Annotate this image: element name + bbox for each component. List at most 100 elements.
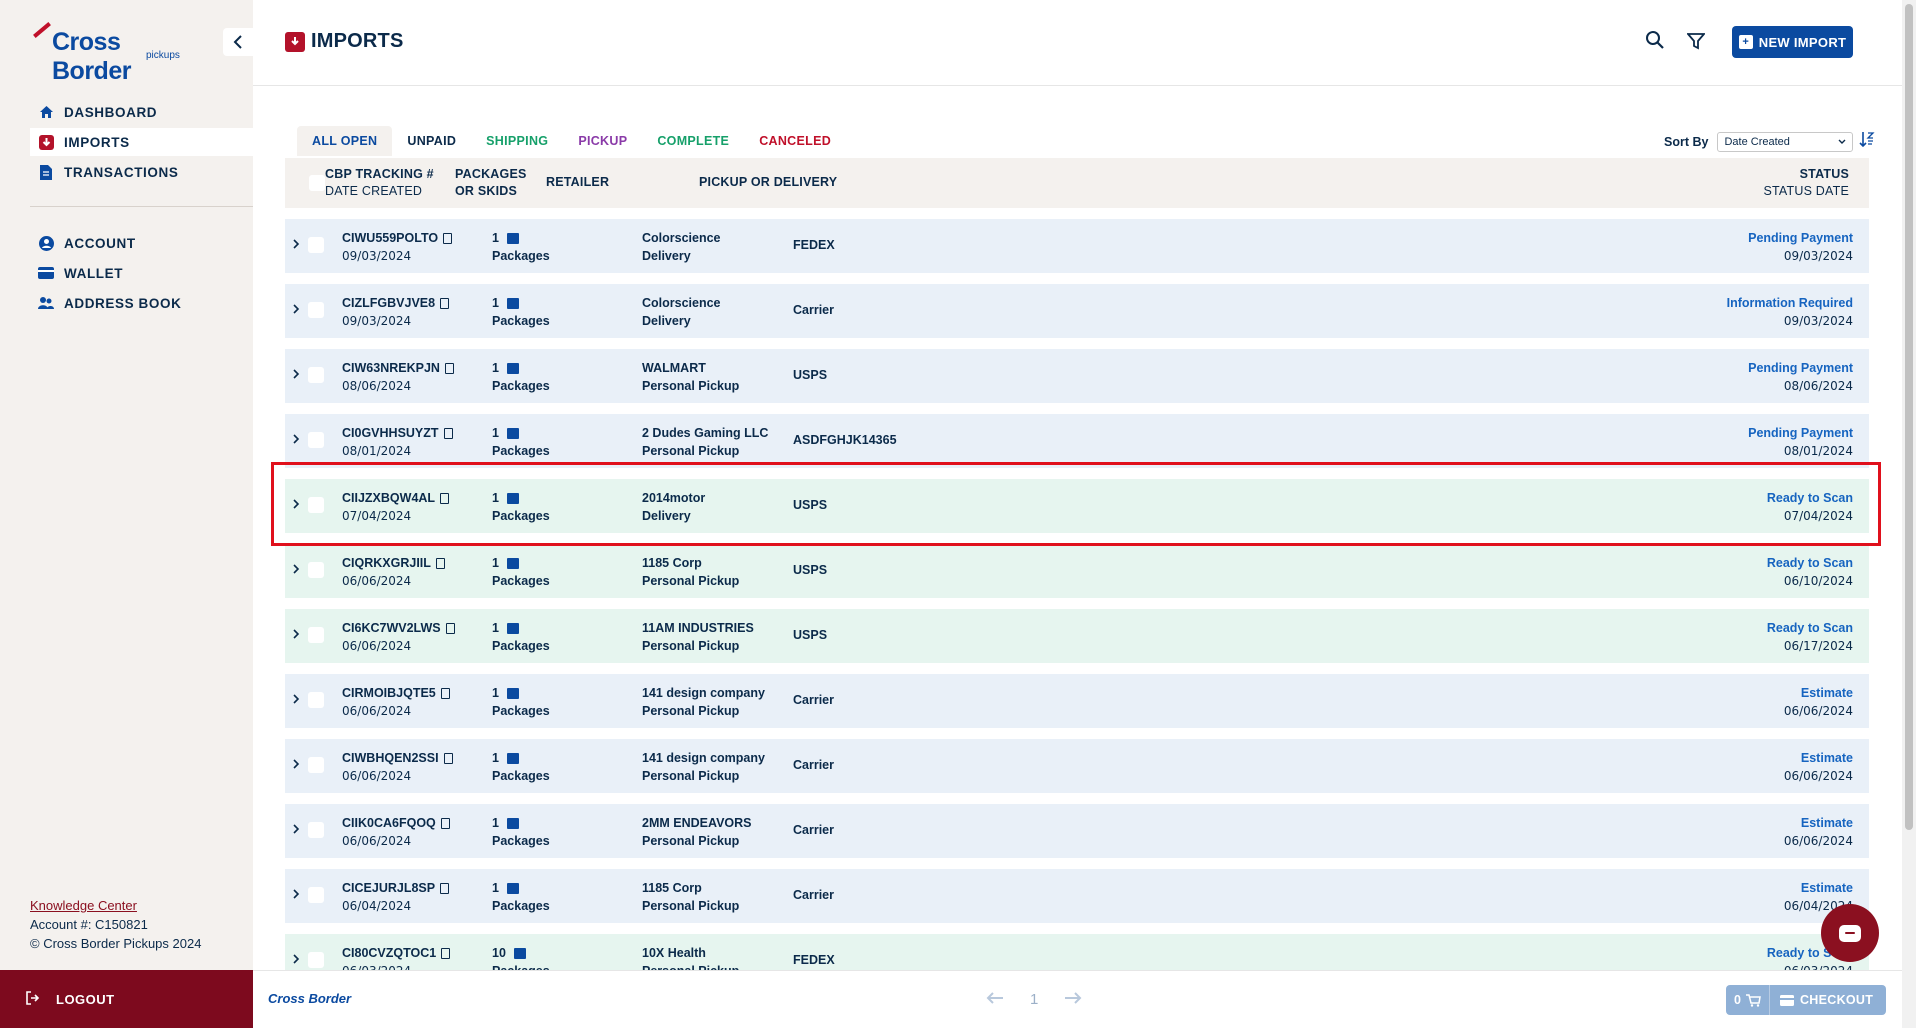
copy-icon[interactable] bbox=[444, 362, 454, 374]
table-row[interactable]: CIIK0CA6FQOQ 06/06/2024 1 Packages 2MM E… bbox=[285, 804, 1869, 858]
tab-unpaid[interactable]: UNPAID bbox=[392, 126, 471, 156]
sidebar-item-account[interactable]: ACCOUNT bbox=[30, 229, 253, 257]
logout-button[interactable]: LOGOUT bbox=[0, 970, 253, 1028]
column-retailer[interactable]: RETAILER bbox=[546, 174, 609, 191]
next-page-button[interactable] bbox=[1064, 989, 1082, 1010]
tracking-number[interactable]: CIWU559POLTO bbox=[342, 231, 439, 245]
tab-canceled[interactable]: CANCELED bbox=[744, 126, 846, 156]
sidebar-item-imports[interactable]: IMPORTS bbox=[30, 128, 253, 156]
expand-chevron-icon[interactable] bbox=[293, 497, 300, 512]
copy-icon[interactable] bbox=[443, 232, 453, 244]
tab-pickup[interactable]: PICKUP bbox=[563, 126, 642, 156]
tracking-number[interactable]: CIZLFGBVJVE8 bbox=[342, 296, 436, 310]
tracking-number[interactable]: CICEJURJL8SP bbox=[342, 881, 436, 895]
chat-button[interactable] bbox=[1821, 904, 1879, 962]
table-row[interactable]: CIW63NREKPJN 08/06/2024 1 Packages WALMA… bbox=[285, 349, 1869, 403]
sort-direction-icon[interactable] bbox=[1859, 131, 1876, 152]
copy-icon[interactable] bbox=[440, 687, 450, 699]
tracking-number[interactable]: CIRMOIBJQTE5 bbox=[342, 686, 436, 700]
copy-icon[interactable] bbox=[440, 817, 450, 829]
table-row[interactable]: CIWBHQEN2SSI 06/06/2024 1 Packages 141 d… bbox=[285, 739, 1869, 793]
row-checkbox[interactable] bbox=[308, 822, 324, 838]
pickup-or-delivery: Carrier bbox=[793, 693, 834, 707]
scrollbar-thumb[interactable] bbox=[1905, 4, 1913, 830]
column-packages[interactable]: PACKAGES OR SKIDS bbox=[455, 166, 527, 200]
expand-chevron-icon[interactable] bbox=[293, 887, 300, 902]
expand-chevron-icon[interactable] bbox=[293, 562, 300, 577]
sidebar-item-address-book[interactable]: ADDRESS BOOK bbox=[30, 289, 253, 317]
filter-button[interactable] bbox=[1686, 32, 1707, 52]
collapse-sidebar-button[interactable] bbox=[223, 28, 253, 56]
expand-chevron-icon[interactable] bbox=[293, 757, 300, 772]
table-row[interactable]: CIWU559POLTO 09/03/2024 1 Packages Color… bbox=[285, 219, 1869, 273]
column-label: PICKUP OR DELIVERY bbox=[699, 175, 838, 189]
expand-chevron-icon[interactable] bbox=[293, 692, 300, 707]
package-icon bbox=[506, 882, 519, 894]
column-status[interactable]: STATUS STATUS DATE bbox=[1763, 166, 1849, 200]
search-button[interactable] bbox=[1645, 30, 1667, 52]
table-row[interactable]: CIIJZXBQW4AL 07/04/2024 1 Packages 2014m… bbox=[285, 479, 1869, 533]
copy-icon[interactable] bbox=[440, 882, 450, 894]
checkout-button[interactable]: 0 CHECKOUT bbox=[1726, 985, 1886, 1015]
table-row[interactable]: CI0GVHHSUYZT 08/01/2024 1 Packages 2 Dud… bbox=[285, 414, 1869, 468]
table-row[interactable]: CI6KC7WV2LWS 06/06/2024 1 Packages 11AM … bbox=[285, 609, 1869, 663]
expand-chevron-icon[interactable] bbox=[293, 237, 300, 252]
copy-icon[interactable] bbox=[441, 947, 451, 959]
tracking-number[interactable]: CI80CVZQTOC1 bbox=[342, 946, 437, 960]
chevron-down-icon bbox=[1838, 139, 1846, 144]
expand-chevron-icon[interactable] bbox=[293, 302, 300, 317]
sidebar-item-transactions[interactable]: TRANSACTIONS bbox=[30, 158, 253, 186]
tracking-number[interactable]: CI0GVHHSUYZT bbox=[342, 426, 439, 440]
row-checkbox[interactable] bbox=[308, 692, 324, 708]
row-checkbox[interactable] bbox=[308, 887, 324, 903]
knowledge-center-link[interactable]: Knowledge Center bbox=[30, 898, 137, 913]
row-checkbox[interactable] bbox=[308, 367, 324, 383]
expand-chevron-icon[interactable] bbox=[293, 367, 300, 382]
tracking-number[interactable]: CI6KC7WV2LWS bbox=[342, 621, 441, 635]
tab-all-open[interactable]: ALL OPEN bbox=[297, 126, 393, 156]
row-checkbox[interactable] bbox=[308, 497, 324, 513]
prev-page-button[interactable] bbox=[986, 989, 1004, 1010]
tracking-number[interactable]: CIIJZXBQW4AL bbox=[342, 491, 436, 505]
row-checkbox[interactable] bbox=[308, 562, 324, 578]
date-created: 06/06/2024 bbox=[342, 704, 412, 718]
table-row[interactable]: CICEJURJL8SP 06/04/2024 1 Packages 1185 … bbox=[285, 869, 1869, 923]
row-checkbox[interactable] bbox=[308, 627, 324, 643]
brand-logo[interactable]: ​ Cross Border pickups bbox=[30, 24, 200, 85]
status-text: Pending Payment bbox=[1748, 361, 1853, 375]
table-row[interactable]: CIQRKXGRJIIL 06/06/2024 1 Packages 1185 … bbox=[285, 544, 1869, 598]
copy-icon[interactable] bbox=[440, 492, 450, 504]
tracking-number[interactable]: CIW63NREKPJN bbox=[342, 361, 440, 375]
table-row[interactable]: CIZLFGBVJVE8 09/03/2024 1 Packages Color… bbox=[285, 284, 1869, 338]
sidebar-item-wallet[interactable]: WALLET bbox=[30, 259, 253, 287]
select-all-checkbox[interactable] bbox=[309, 175, 325, 191]
row-checkbox[interactable] bbox=[308, 757, 324, 773]
tracking-number[interactable]: CIQRKXGRJIIL bbox=[342, 556, 431, 570]
sort-select[interactable]: Date Created bbox=[1717, 131, 1854, 152]
sidebar-item-dashboard[interactable]: DASHBOARD bbox=[30, 98, 253, 126]
expand-chevron-icon[interactable] bbox=[293, 432, 300, 447]
row-checkbox[interactable] bbox=[308, 952, 324, 968]
row-checkbox[interactable] bbox=[308, 302, 324, 318]
table-row[interactable]: CIRMOIBJQTE5 06/06/2024 1 Packages 141 d… bbox=[285, 674, 1869, 728]
table-row[interactable]: CI80CVZQTOC1 06/03/2024 10 Packages 10X … bbox=[285, 934, 1869, 970]
copy-icon[interactable] bbox=[435, 557, 445, 569]
tab-complete[interactable]: COMPLETE bbox=[642, 126, 744, 156]
tab-shipping[interactable]: SHIPPING bbox=[471, 126, 563, 156]
copy-icon[interactable] bbox=[443, 752, 453, 764]
column-pickup-or-delivery[interactable]: PICKUP OR DELIVERY bbox=[699, 174, 837, 191]
copy-icon[interactable] bbox=[440, 297, 450, 309]
row-checkbox[interactable] bbox=[308, 237, 324, 253]
status-cell: Ready to Scan 06/10/2024 bbox=[1767, 554, 1853, 590]
expand-chevron-icon[interactable] bbox=[293, 952, 300, 967]
tracking-number[interactable]: CIIK0CA6FQOQ bbox=[342, 816, 436, 830]
new-import-button[interactable]: + NEW IMPORT bbox=[1732, 26, 1853, 58]
scrollbar[interactable] bbox=[1902, 0, 1916, 1028]
tracking-number[interactable]: CIWBHQEN2SSI bbox=[342, 751, 439, 765]
copy-icon[interactable] bbox=[445, 622, 455, 634]
copy-icon[interactable] bbox=[443, 427, 453, 439]
expand-chevron-icon[interactable] bbox=[293, 627, 300, 642]
expand-chevron-icon[interactable] bbox=[293, 822, 300, 837]
row-checkbox[interactable] bbox=[308, 432, 324, 448]
column-tracking[interactable]: CBP TRACKING # DATE CREATED bbox=[325, 166, 434, 200]
